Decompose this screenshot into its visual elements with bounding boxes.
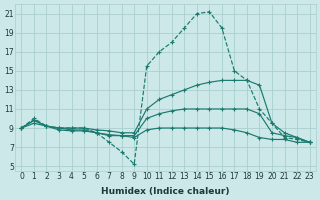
X-axis label: Humidex (Indice chaleur): Humidex (Indice chaleur) [101,187,230,196]
